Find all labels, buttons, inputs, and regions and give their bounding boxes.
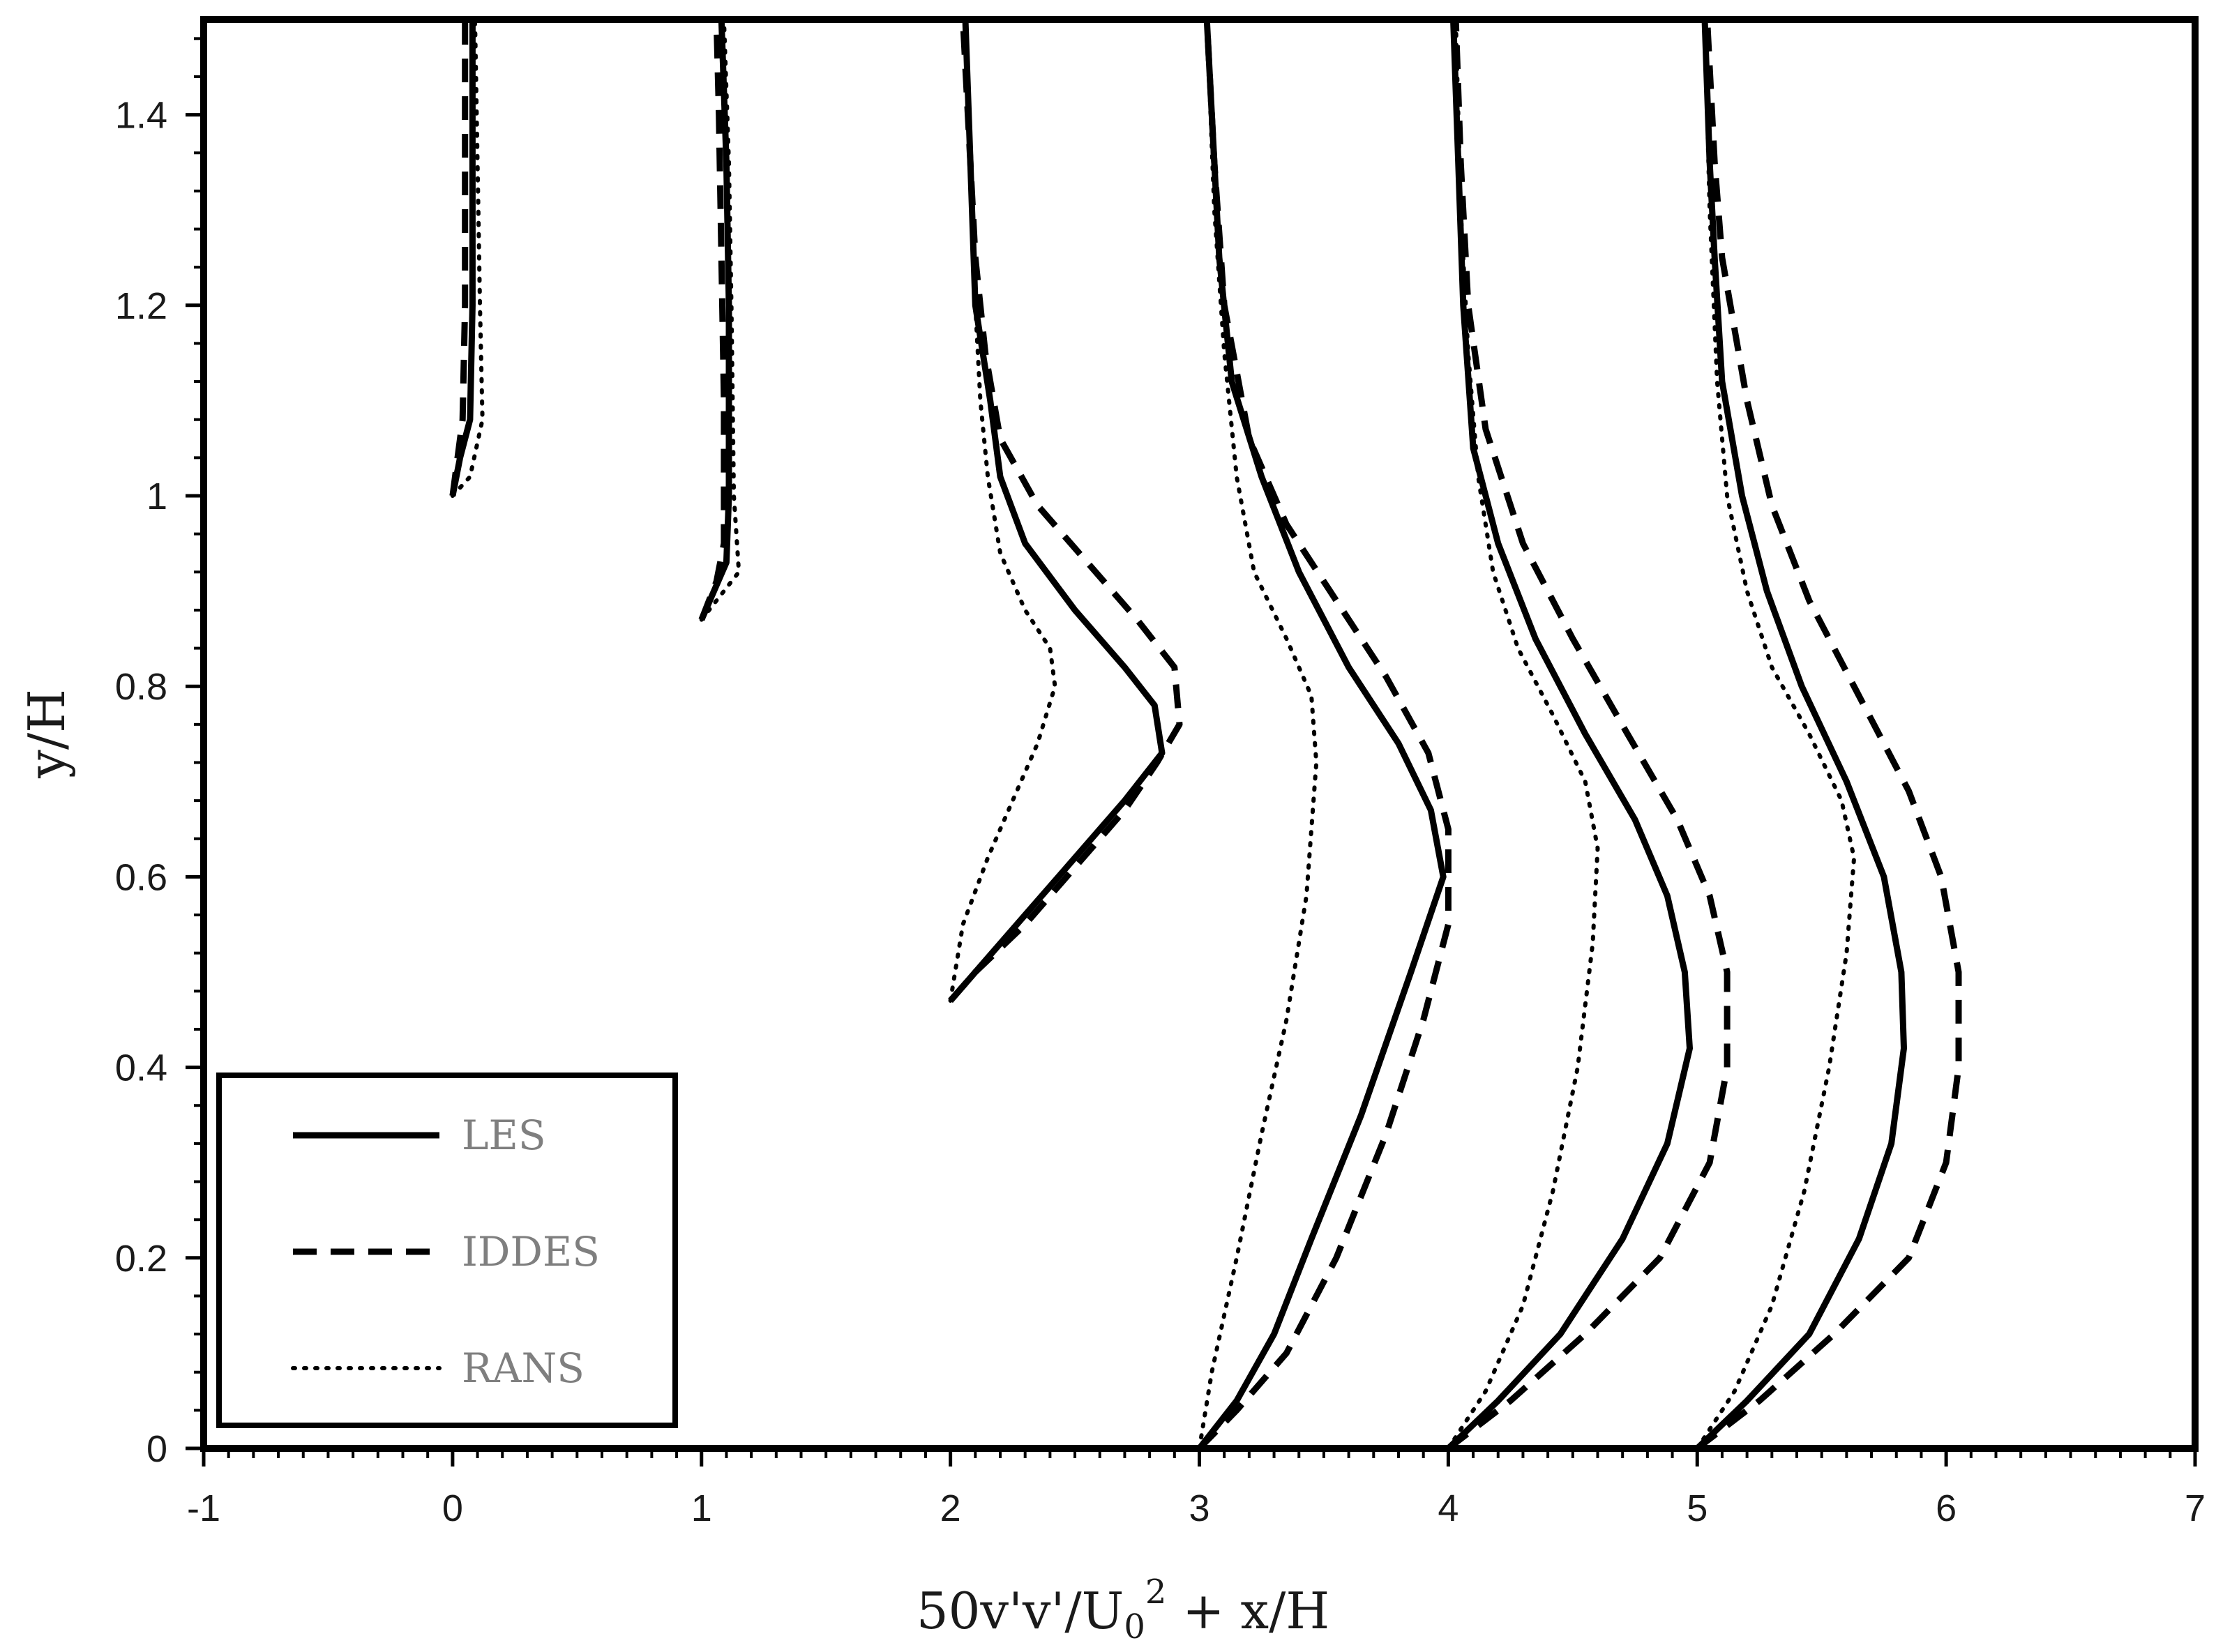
legend-label-iddes: IDDES [462, 1228, 600, 1275]
series-rans-x4 [1446, 17, 1600, 1450]
y-tick-label: 0.6 [115, 856, 167, 898]
series-rans-x5 [1695, 17, 1857, 1450]
series-rans-x1 [699, 17, 741, 622]
y-tick-label: 1 [146, 476, 167, 517]
series-les-x4 [1446, 19, 1693, 1451]
series-iddes-x0 [449, 20, 469, 497]
tick-label-layer: -1 0 1 2 3 4 5 6 7 0 0.2 0.4 0.6 0.8 1 1.2 1.4 [115, 95, 2206, 1529]
x-tick-label: -1 [187, 1487, 220, 1529]
series-les-x5 [1695, 19, 1907, 1451]
x-tick-label: 4 [1438, 1487, 1459, 1529]
x-tick-label: 6 [1936, 1487, 1957, 1529]
y-tick-label: 0.2 [115, 1238, 167, 1280]
legend-box [216, 1073, 678, 1428]
series-rans-x2 [948, 17, 1057, 1003]
series-rans-x0 [450, 17, 485, 498]
y-tick-label: 1.2 [115, 285, 167, 327]
x-axis-title: 50v'v'/U02 + x/H [917, 1573, 1329, 1646]
series-iddes-x2 [948, 19, 1183, 1003]
legend: LES IDDES RANS [216, 1073, 678, 1428]
x-tick-label: 3 [1189, 1487, 1209, 1529]
series-iddes-x5 [1695, 19, 1962, 1451]
legend-label-les: LES [462, 1112, 546, 1159]
x-tick-label: 0 [442, 1487, 463, 1529]
series-iddes-x1 [698, 19, 728, 621]
x-tick-label: 5 [1687, 1487, 1708, 1529]
y-tick-label: 0 [146, 1428, 167, 1470]
y-axis-title: y/H [17, 689, 76, 779]
y-tick-label: 0.4 [115, 1047, 167, 1089]
series-iddes-x4 [1446, 19, 1731, 1451]
series-les-x2 [948, 19, 1166, 1003]
series-les-x0 [449, 20, 476, 497]
series-rans-x3 [1197, 17, 1319, 1450]
x-tick-label: 1 [691, 1487, 712, 1529]
y-tick-label: 0.8 [115, 666, 167, 708]
series-layer [449, 17, 1962, 1451]
series-les-x1 [698, 19, 732, 621]
x-tick-label: 2 [940, 1487, 961, 1529]
series-iddes-x3 [1197, 19, 1452, 1451]
x-tick-label: 7 [2185, 1487, 2206, 1529]
tick-layer [186, 37, 2197, 1467]
y-tick-label: 1.4 [115, 95, 167, 137]
legend-label-rans: RANS [462, 1344, 585, 1392]
